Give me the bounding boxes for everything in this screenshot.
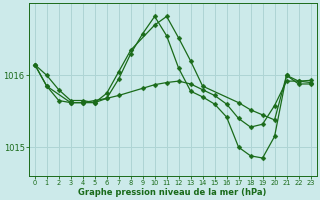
X-axis label: Graphe pression niveau de la mer (hPa): Graphe pression niveau de la mer (hPa) <box>78 188 267 197</box>
